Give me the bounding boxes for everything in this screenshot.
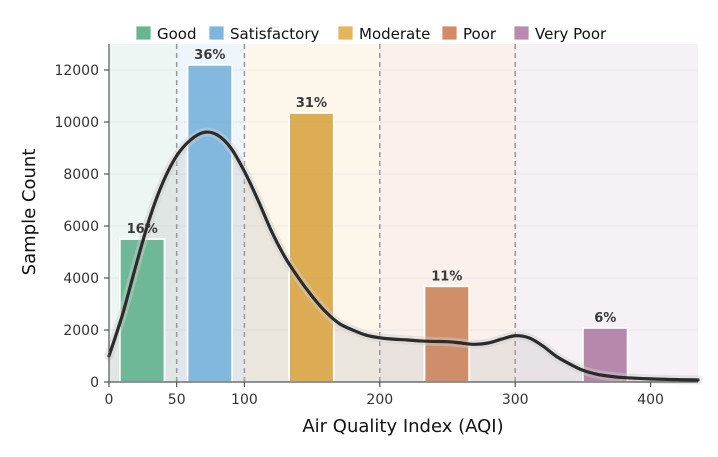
- x-tick-label-200: 200: [366, 392, 393, 408]
- bar-satisfactory: [186, 63, 234, 383]
- category-bands: [109, 44, 698, 382]
- x-tick-label-300: 300: [502, 392, 529, 408]
- y-tick-label-8000: 8000: [63, 167, 99, 183]
- density-area: [109, 132, 698, 382]
- y-axis-title: Sample Count: [19, 149, 40, 276]
- x-tick-label-400: 400: [637, 392, 664, 408]
- legend: Good Satisfactory Moderate Poor Very Poor: [135, 25, 607, 43]
- legend-label-1: Satisfactory: [230, 25, 320, 43]
- bar-moderate: [288, 112, 335, 383]
- y-tick-label-2000: 2000: [63, 323, 99, 339]
- y-tick-label-0: 0: [90, 375, 99, 391]
- legend-label-4: Very Poor: [535, 25, 607, 43]
- legend-swatch-0: [135, 25, 152, 41]
- x-tick-label-100: 100: [231, 392, 258, 408]
- y-tick-label-10000: 10000: [54, 115, 99, 131]
- category-dividers: [175, 44, 516, 382]
- bar-label-very-poor: 6%: [594, 311, 616, 326]
- y-tick-label-12000: 12000: [54, 63, 99, 79]
- bar-label-good: 16%: [127, 222, 158, 237]
- legend-label-2: Moderate: [359, 25, 430, 43]
- legend-swatch-2: [337, 25, 354, 41]
- x-tick-label-50: 50: [168, 392, 186, 408]
- y-tick-label-6000: 6000: [63, 219, 99, 235]
- y-tick-label-4000: 4000: [63, 271, 99, 287]
- bar-label-satisfactory: 36%: [194, 48, 225, 63]
- legend-swatch-4: [513, 25, 530, 41]
- bar-label-moderate: 31%: [296, 96, 327, 111]
- band-4: [515, 44, 698, 382]
- legend-label-3: Poor: [463, 25, 497, 43]
- legend-label-0: Good: [157, 25, 197, 43]
- y-axis-ticks: 0 2000 4000 6000 8000 10000 12000: [54, 63, 109, 391]
- bar-labels: 16% 36% 31% 11% 6%: [127, 48, 617, 326]
- density-line: [104, 127, 703, 385]
- x-axis-ticks: 0 50 100 200 300 400: [105, 382, 664, 408]
- density-curve: [107, 130, 700, 382]
- x-axis-title: Air Quality Index (AQI): [302, 416, 503, 437]
- legend-swatch-3: [441, 25, 458, 41]
- bar-label-poor: 11%: [431, 269, 462, 284]
- legend-swatch-1: [208, 25, 225, 41]
- density-fill: [109, 132, 698, 382]
- axes: [108, 44, 698, 383]
- bar-poor: [423, 285, 471, 383]
- x-tick-label-0: 0: [105, 392, 114, 408]
